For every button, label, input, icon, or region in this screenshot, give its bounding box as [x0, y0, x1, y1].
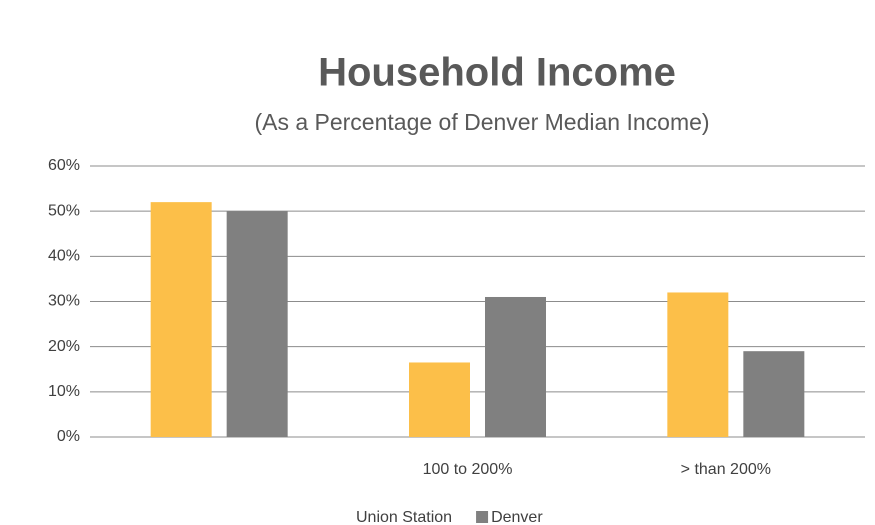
- legend-swatch: [476, 511, 489, 523]
- y-tick-label: 50%: [48, 202, 80, 219]
- y-tick-label: 20%: [48, 338, 80, 355]
- bar: [150, 202, 212, 437]
- bar: [667, 292, 729, 437]
- y-tick-label: 40%: [48, 248, 80, 265]
- bar: [743, 351, 805, 437]
- bar: [485, 296, 546, 437]
- y-tick-label: 60%: [48, 157, 80, 174]
- bar: [226, 211, 288, 437]
- y-tick-label: 30%: [48, 293, 80, 310]
- bar: [409, 362, 470, 437]
- y-tick-label: 0%: [57, 428, 80, 445]
- x-tick-label: > than 200%: [681, 461, 771, 478]
- x-tick-label: 100 to 200%: [423, 461, 513, 478]
- legend-label: Union Station: [356, 509, 452, 525]
- legend-label: Denver: [491, 509, 543, 525]
- chart-title: Household Income: [318, 51, 676, 95]
- chart-subtitle: (As a Percentage of Denver Median Income…: [254, 109, 709, 135]
- y-tick-label: 10%: [48, 383, 80, 400]
